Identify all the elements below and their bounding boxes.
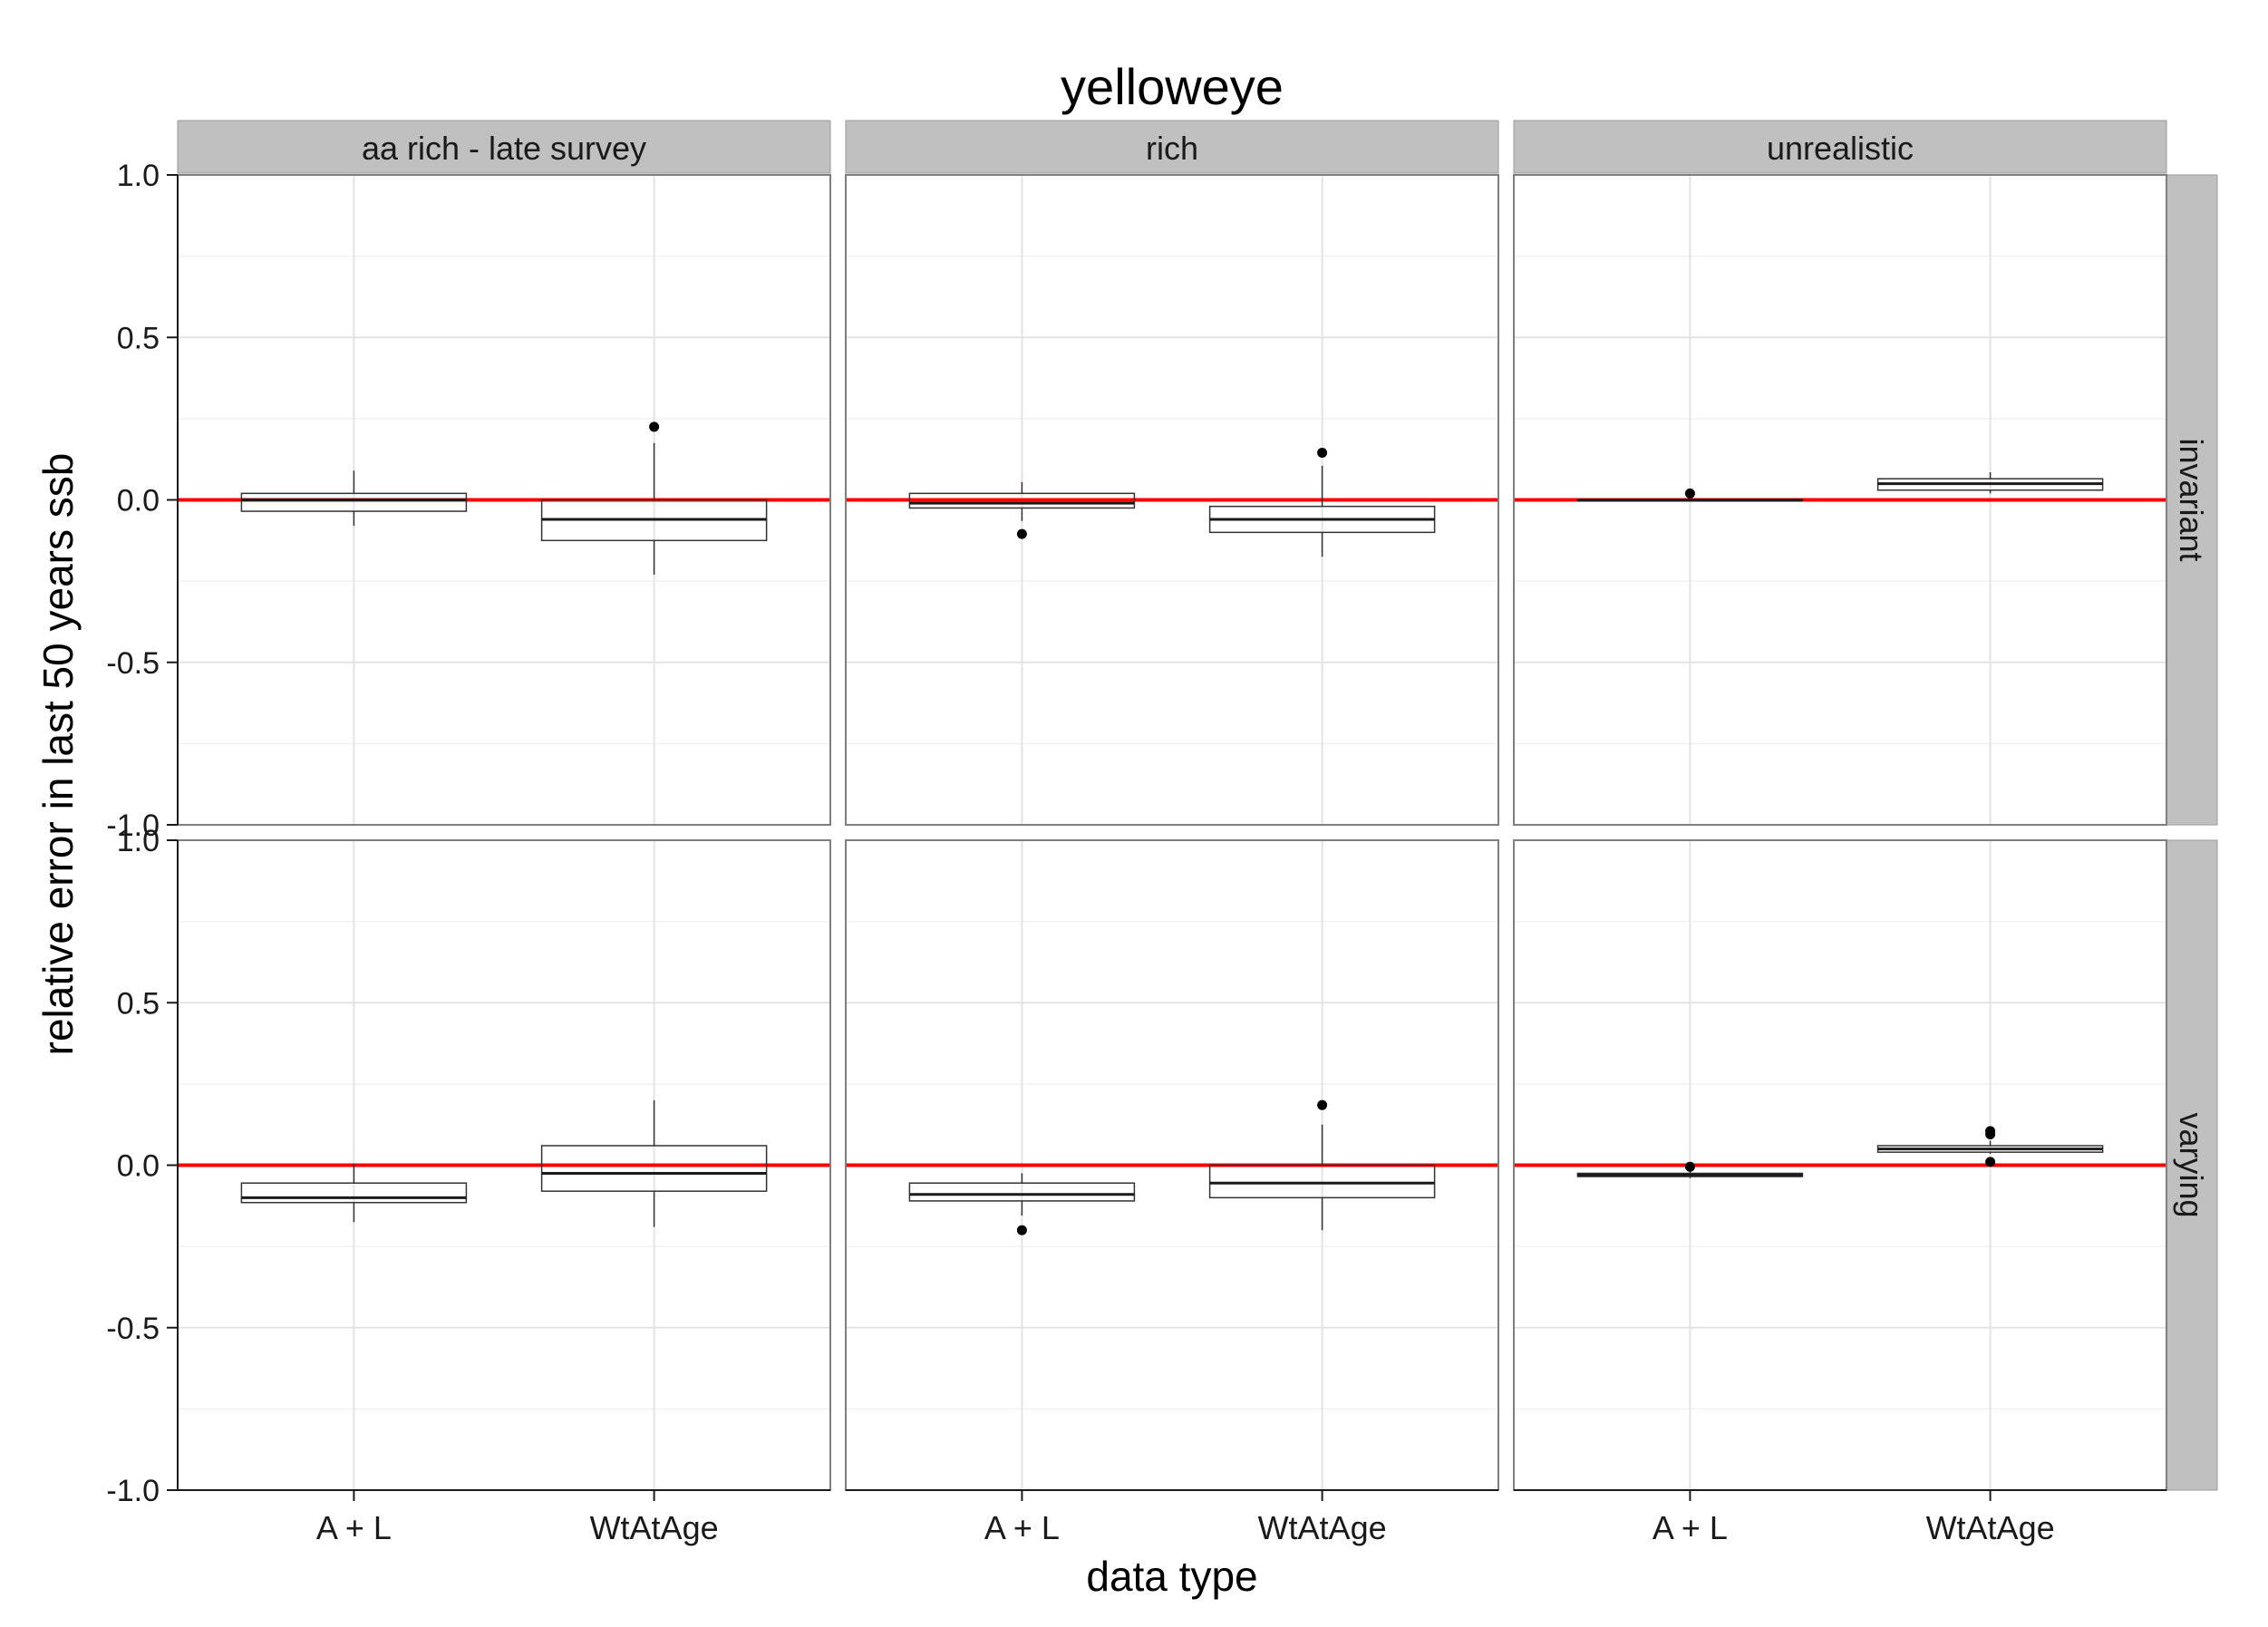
strip-label: invariant: [2173, 438, 2210, 561]
outlier-point: [1985, 1157, 1996, 1167]
strip-label: rich: [1146, 130, 1198, 167]
x-tick-label: A + L: [984, 1509, 1060, 1546]
y-tick-label: -0.5: [106, 646, 160, 681]
box: [908, 492, 1136, 509]
box: [540, 1145, 768, 1192]
strip-label: varying: [2173, 1112, 2210, 1217]
outlier-point: [1684, 488, 1695, 499]
outlier-point: [1985, 1126, 1996, 1137]
y-tick-label: -0.5: [106, 1312, 160, 1346]
facet-strip-row: invariant: [2164, 174, 2218, 826]
boxplot: [908, 481, 1136, 539]
x-tick-label: WtAtAge: [590, 1509, 719, 1546]
strip-label: aa rich - late survey: [362, 130, 646, 167]
boxplot: [908, 1173, 1136, 1235]
x-tick-label: WtAtAge: [1258, 1509, 1387, 1546]
facet-panel: [1513, 174, 2167, 826]
box: [240, 1182, 468, 1204]
x-tick-label: A + L: [1653, 1509, 1728, 1546]
x-axis: A + L WtAtAge: [846, 1489, 1498, 1546]
y-tick-label: 0.0: [117, 1149, 160, 1184]
x-tick-label: A + L: [316, 1509, 392, 1546]
boxplot: [540, 421, 768, 575]
strip-background: [845, 120, 1499, 174]
outlier-point: [1317, 1099, 1328, 1110]
facet-panel: [177, 839, 831, 1491]
boxplot: [540, 1099, 768, 1227]
boxplot: [240, 470, 468, 527]
panel-border: [845, 174, 1499, 826]
outlier-point: [1684, 1161, 1695, 1172]
boxplot: [1876, 472, 2104, 494]
facet-strip-column: aa rich - late survey: [177, 120, 831, 174]
x-tick-label: WtAtAge: [1926, 1509, 2055, 1546]
chart-title: yelloweye: [1061, 58, 1284, 115]
box: [1208, 1164, 1436, 1199]
strip-background: [2164, 174, 2218, 826]
facet-strip-column: rich: [845, 120, 1499, 174]
y-tick-label: 1.0: [117, 159, 160, 193]
y-tick-label: 0.0: [117, 484, 160, 518]
facet-strip-column: unrealistic: [1513, 120, 2167, 174]
facet-panel: [177, 174, 831, 826]
y-tick-label: 0.5: [117, 321, 160, 355]
x-axis: A + L WtAtAge: [1514, 1489, 2166, 1546]
facet-panel: [845, 174, 1499, 826]
y-tick-label: -1.0: [106, 1474, 160, 1508]
boxplot: [1576, 488, 1804, 502]
outlier-point: [649, 421, 660, 432]
strip-background: [177, 120, 831, 174]
y-axis: -1.0 -0.5 0.0 0.5 1.0: [106, 159, 179, 843]
panel-border: [1513, 174, 2167, 826]
box: [240, 492, 468, 512]
outlier-point: [1317, 448, 1328, 459]
boxplot: [1208, 1099, 1436, 1231]
strip-label: unrealistic: [1767, 130, 1914, 167]
facet-strip-row: varying: [2164, 839, 2218, 1491]
boxplot: [1576, 1161, 1804, 1178]
boxplot: [1208, 448, 1436, 557]
y-tick-label: -1.0: [106, 809, 160, 843]
box: [908, 1182, 1136, 1202]
facet-panels: aa rich - late survey rich unrealistic inva…: [106, 120, 2218, 1546]
boxplot: [240, 1163, 468, 1223]
facet-panel: [1513, 839, 2167, 1491]
x-axis-title: data type: [1086, 1553, 1257, 1600]
facet-panel: [845, 839, 1499, 1491]
y-axis-title: relative error in last 50 years ssb: [34, 453, 82, 1056]
y-tick-label: 0.5: [117, 986, 160, 1021]
boxplot: [1876, 1126, 2104, 1167]
x-axis: A + L WtAtAge: [178, 1489, 830, 1546]
y-axis: -1.0 -0.5 0.0 0.5 1.0: [106, 824, 179, 1508]
strip-background: [1513, 120, 2167, 174]
outlier-point: [1016, 528, 1027, 539]
y-tick-label: 1.0: [117, 824, 160, 858]
outlier-point: [1016, 1225, 1027, 1235]
strip-background: [2164, 839, 2218, 1491]
